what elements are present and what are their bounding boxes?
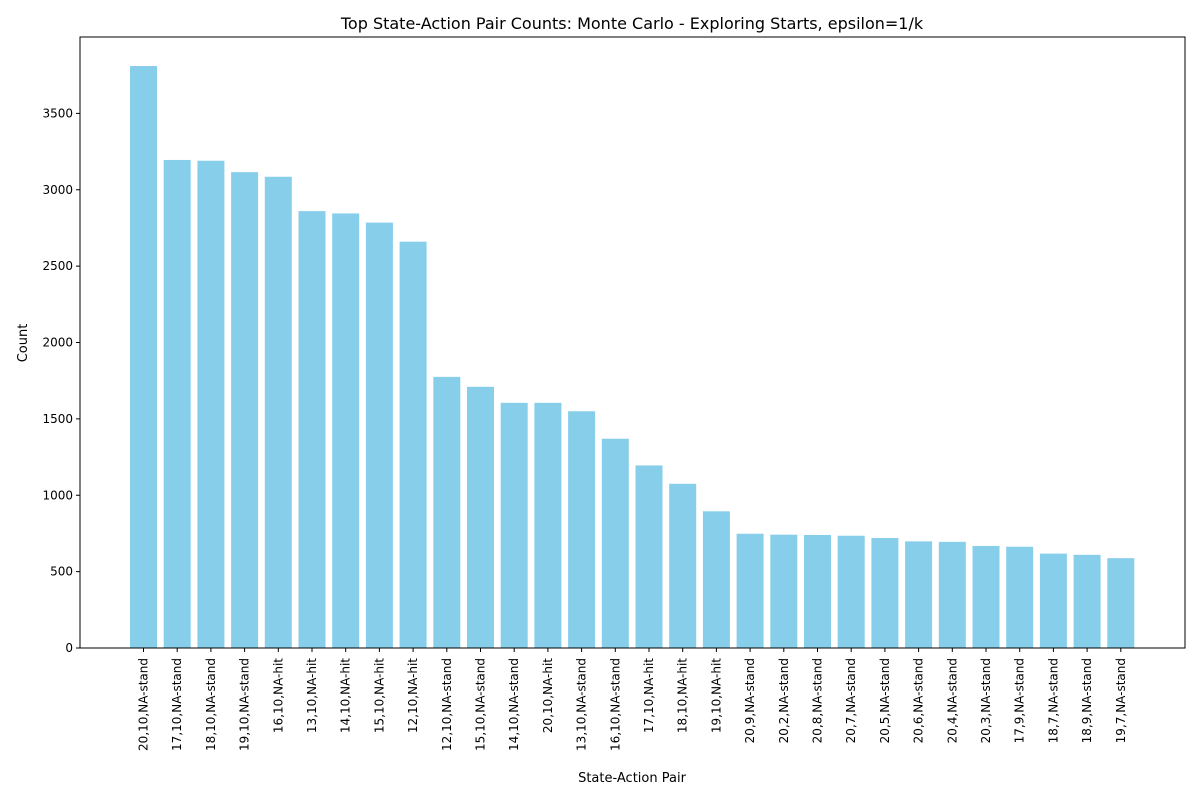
bar	[1073, 554, 1101, 648]
plot-frame	[79, 36, 1186, 649]
bar	[231, 172, 259, 648]
bar	[1006, 546, 1034, 648]
x-tick-label: 17,10,NA-hit	[642, 658, 656, 733]
bar	[332, 213, 360, 648]
y-tick-label: 2000	[42, 336, 73, 350]
x-tick-label: 18,10,NA-stand	[204, 658, 218, 751]
bar	[1107, 558, 1135, 648]
y-axis-title: Count	[16, 324, 31, 363]
x-tick-label: 18,10,NA-hit	[676, 658, 690, 733]
y-tick-label: 500	[50, 565, 73, 579]
bar	[635, 465, 663, 648]
bar	[298, 211, 326, 648]
x-tick-label: 13,10,NA-hit	[305, 658, 319, 733]
x-tick-label: 18,7,NA-stand	[1046, 658, 1060, 743]
bar	[669, 483, 697, 648]
x-tick-label: 20,9,NA-stand	[743, 658, 757, 743]
y-tick-label: 0	[65, 641, 73, 655]
bar	[938, 541, 966, 648]
bar	[365, 222, 393, 648]
bar	[534, 402, 562, 648]
bar	[601, 438, 629, 648]
x-tick-label: 16,10,NA-hit	[271, 658, 285, 733]
x-tick-label: 19,10,NA-stand	[238, 658, 252, 751]
y-tick-label: 3000	[42, 183, 73, 197]
bar	[871, 538, 899, 648]
bar	[804, 534, 831, 648]
bar	[972, 545, 1000, 648]
y-tick-label: 1000	[42, 488, 73, 502]
x-tick-label: 20,8,NA-stand	[811, 658, 825, 743]
y-tick-label: 3500	[42, 106, 73, 120]
x-tick-label: 16,10,NA-stand	[608, 658, 622, 751]
bar	[500, 402, 528, 648]
y-tick-label: 2500	[42, 259, 73, 273]
bar	[837, 535, 865, 648]
x-tick-label: 12,10,NA-hit	[406, 658, 420, 733]
bar	[736, 533, 764, 648]
x-tick-label: 17,9,NA-stand	[1013, 658, 1027, 743]
x-axis-title: State-Action Pair	[578, 771, 686, 786]
x-tick-label: 17,10,NA-stand	[170, 658, 184, 751]
bar	[197, 160, 225, 649]
x-tick-label: 20,7,NA-stand	[844, 658, 858, 743]
bar	[264, 176, 292, 648]
x-tick-label: 19,10,NA-hit	[709, 658, 723, 733]
x-tick-label: 14,10,NA-stand	[507, 658, 521, 751]
bar	[770, 534, 798, 648]
x-tick-label: 14,10,NA-hit	[339, 658, 353, 733]
x-tick-label: 20,10,NA-stand	[137, 658, 151, 751]
x-axis: 20,10,NA-stand 17,10,NA-stand 18,10,NA-sta…	[137, 648, 1128, 751]
y-axis: 0 500 1000 1500 2000 2500 3000 3500	[42, 106, 80, 655]
x-tick-label: 20,2,NA-stand	[777, 658, 791, 743]
bar	[568, 411, 596, 648]
x-tick-label: 20,5,NA-stand	[878, 658, 892, 743]
x-tick-label: 15,10,NA-hit	[372, 658, 386, 733]
bar	[467, 386, 494, 648]
x-tick-label: 13,10,NA-stand	[575, 658, 589, 751]
x-tick-label: 19,7,NA-stand	[1114, 658, 1128, 743]
bar	[130, 66, 157, 648]
x-tick-label: 15,10,NA-stand	[474, 658, 488, 751]
x-tick-label: 18,9,NA-stand	[1080, 658, 1094, 743]
bar	[163, 159, 191, 648]
y-tick-label: 1500	[42, 412, 73, 426]
bar	[433, 376, 461, 648]
x-tick-label: 12,10,NA-stand	[440, 658, 454, 751]
bar	[702, 511, 730, 648]
x-tick-label: 20,3,NA-stand	[979, 658, 993, 743]
x-tick-label: 20,6,NA-stand	[912, 658, 926, 743]
bar	[1039, 553, 1067, 648]
x-tick-label: 20,4,NA-stand	[945, 658, 959, 743]
bars-group	[130, 66, 1135, 649]
chart-title: Top State-Action Pair Counts: Monte Carl…	[340, 14, 924, 33]
x-tick-label: 20,10,NA-hit	[541, 658, 555, 733]
bar	[399, 241, 427, 648]
bar	[905, 541, 933, 648]
